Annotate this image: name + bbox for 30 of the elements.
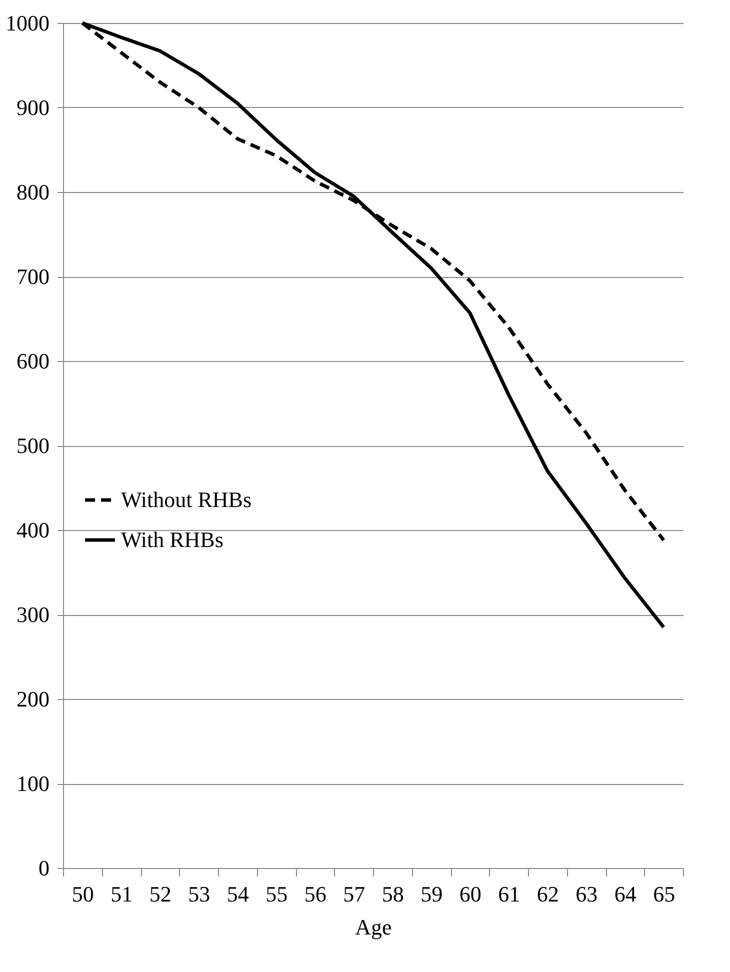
y-tick-label: 100 <box>16 771 50 796</box>
y-tick-label: 500 <box>16 433 50 458</box>
x-tick-label: 58 <box>382 882 404 906</box>
x-tick-label: 52 <box>149 882 172 906</box>
x-tick-label: 61 <box>498 882 520 906</box>
x-tick-label: 57 <box>343 882 366 906</box>
x-tick-label: 59 <box>420 882 443 906</box>
x-tick-label: 64 <box>614 882 636 906</box>
x-tick-label: 53 <box>188 882 210 906</box>
x-tick-label: 56 <box>304 882 326 906</box>
x-tick-label: 54 <box>226 882 249 906</box>
x-axis-title: Age <box>355 914 392 940</box>
x-tick-label: 50 <box>72 882 94 906</box>
y-tick-label: 1000 <box>6 10 50 36</box>
y-tick-label: 700 <box>16 264 50 289</box>
x-tick-label: 51 <box>110 882 133 906</box>
x-tick-label: 62 <box>536 882 559 906</box>
y-tick-label: 900 <box>16 95 50 120</box>
y-tick-label: 0 <box>38 856 50 880</box>
x-tick-label: 60 <box>459 882 482 906</box>
y-tick-label: 300 <box>16 602 50 627</box>
y-tick-label: 200 <box>16 686 50 712</box>
y-tick-label: 400 <box>16 518 50 542</box>
legend-label: With RHBs <box>121 527 224 552</box>
y-tick-label: 800 <box>16 180 50 204</box>
x-tick-label: 55 <box>266 882 288 906</box>
legend-label: Without RHBs <box>121 487 252 512</box>
y-tick-label: 600 <box>16 348 50 374</box>
x-tick-label: 63 <box>576 882 598 906</box>
x-tick-label: 65 <box>653 882 676 906</box>
